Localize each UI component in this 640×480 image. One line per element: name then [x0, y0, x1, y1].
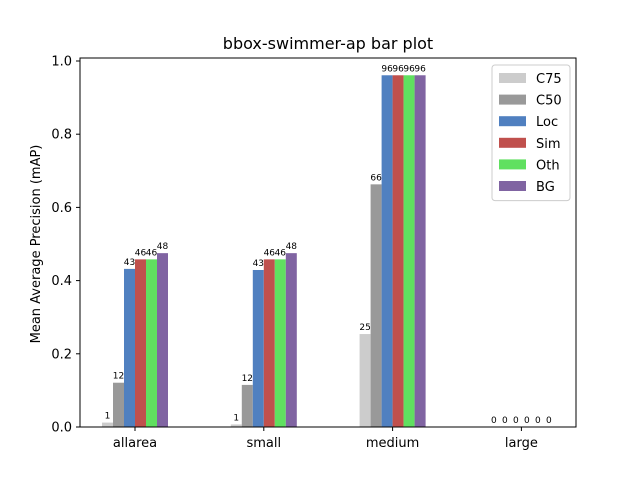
- data-label-bg-small: 48: [286, 242, 298, 252]
- data-label-loc-small: 43: [253, 259, 264, 269]
- chart-title: bbox-swimmer-ap bar plot: [223, 34, 433, 53]
- x-tick-label-allarea: allarea: [113, 436, 157, 451]
- data-label-c75-small: 1: [233, 413, 239, 423]
- y-tick-label: 0.0: [51, 421, 72, 436]
- data-label-c75-allarea: 1: [105, 412, 111, 422]
- legend-swatch-bg: [499, 181, 526, 191]
- bar-oth-allarea: [146, 259, 157, 427]
- bar-c50-allarea: [113, 382, 124, 427]
- bar-bg-medium: [414, 75, 426, 428]
- legend-swatch-sim: [499, 137, 526, 148]
- bar-c75-medium: [359, 334, 371, 427]
- legend-label-c50: C50: [536, 94, 562, 109]
- data-label-c75-large: 0: [491, 416, 497, 426]
- bar-bg-allarea: [157, 253, 168, 427]
- plot-frame: [79, 57, 577, 428]
- data-label-c50-medium: 66: [370, 173, 382, 183]
- legend-label-sim: Sim: [536, 137, 561, 152]
- legend-swatch-c75: [499, 73, 526, 83]
- data-label-sim-allarea: 46: [135, 248, 147, 258]
- bars-group: [102, 75, 426, 428]
- legend-label-bg: BG: [536, 180, 555, 195]
- data-label-loc-large: 0: [513, 416, 519, 426]
- data-label-c50-small: 12: [242, 374, 253, 384]
- x-tick-label-large: large: [505, 436, 538, 451]
- data-label-loc-allarea: 43: [124, 258, 135, 268]
- data-label-loc-medium: 96: [381, 64, 393, 74]
- bar-loc-medium: [381, 75, 393, 428]
- data-label-oth-large: 0: [535, 416, 541, 426]
- bar-loc-allarea: [124, 268, 135, 427]
- y-tick-label: 0.6: [51, 201, 72, 216]
- legend-label-c75: C75: [536, 72, 562, 87]
- x-axis-ticks: allarea small medium large: [113, 427, 538, 451]
- legend-swatch-loc: [499, 116, 526, 127]
- y-tick-label: 0.8: [51, 128, 72, 143]
- y-tick-label: 1.0: [51, 55, 72, 70]
- bar-loc-small: [252, 269, 264, 427]
- data-label-oth-small: 46: [275, 248, 287, 258]
- legend-swatch-c50: [499, 94, 526, 105]
- bar-bg-small: [285, 253, 297, 427]
- data-label-c75-medium: 25: [359, 323, 370, 333]
- bar-c75-allarea: [102, 422, 113, 427]
- data-label-bg-medium: 96: [414, 64, 426, 74]
- bar-oth-medium: [403, 75, 415, 428]
- legend-label-loc: Loc: [536, 115, 558, 130]
- bar-sim-small: [263, 259, 275, 427]
- y-tick-label: 0.4: [51, 274, 72, 289]
- legend: C75 C50 Loc Sim Oth BG: [491, 64, 571, 202]
- legend-swatch-oth: [499, 159, 526, 170]
- data-label-sim-medium: 96: [392, 64, 404, 74]
- bar-c50-small: [241, 384, 253, 427]
- data-label-oth-medium: 96: [403, 64, 415, 74]
- data-label-sim-small: 46: [264, 248, 276, 258]
- y-tick-label: 0.2: [51, 347, 72, 362]
- x-tick-label-small: small: [246, 436, 281, 451]
- data-label-bg-large: 0: [546, 416, 552, 426]
- x-tick-label-medium: medium: [366, 436, 419, 451]
- y-axis-label: Mean Average Precision (mAP): [29, 145, 44, 344]
- bar-c50-medium: [370, 184, 382, 427]
- bar-c75-small: [230, 424, 242, 427]
- data-label-bg-allarea: 48: [157, 242, 169, 252]
- data-label-sim-large: 0: [524, 416, 530, 426]
- bar-oth-small: [274, 259, 286, 427]
- data-label-c50-allarea: 12: [113, 372, 124, 382]
- data-label-oth-allarea: 46: [146, 248, 158, 258]
- y-axis-ticks: 0.0 0.2 0.4 0.6 0.8 1.0: [51, 55, 80, 436]
- bar-sim-allarea: [135, 259, 146, 427]
- data-label-c50-large: 0: [502, 416, 508, 426]
- legend-label-oth: Oth: [536, 158, 560, 173]
- bar-sim-medium: [392, 75, 404, 428]
